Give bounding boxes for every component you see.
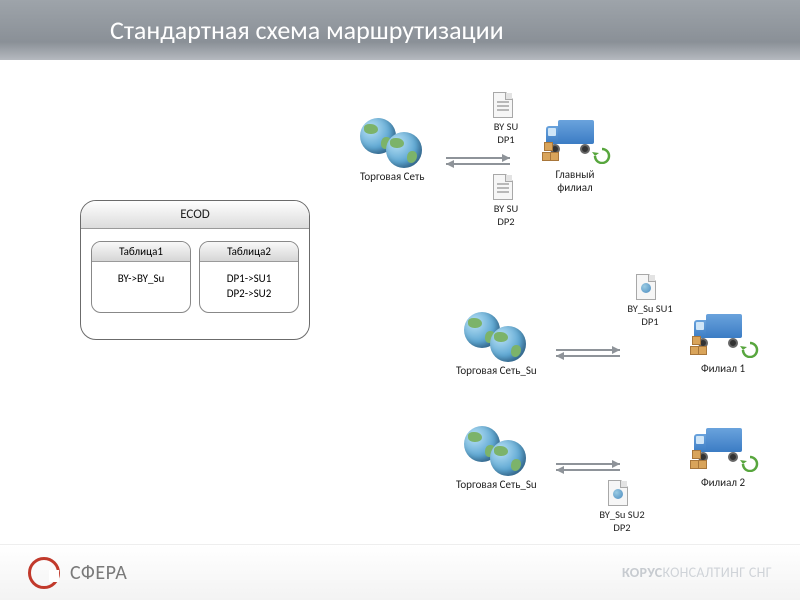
node-label: Главный филиал — [540, 168, 610, 194]
truck-icon — [688, 426, 758, 474]
node-trade-network-su-1: Торговая Сеть_Su — [456, 312, 537, 377]
truck-icon — [688, 312, 758, 360]
document-icon — [493, 92, 513, 118]
page-title: Стандартная схема маршрутизации — [110, 14, 504, 46]
ecod-table-1-body: BY->BY_Su — [92, 262, 190, 297]
doc-text-2: BY SU DP2 — [486, 202, 526, 228]
ecod-table-1: Таблица1 BY->BY_Su — [91, 241, 191, 313]
truck-icon — [540, 118, 610, 166]
node-branch-2: Филиал 2 — [688, 426, 758, 489]
doc-text-1: BY SU DP1 — [486, 120, 526, 146]
globe-icon — [464, 312, 528, 362]
double-arrow-icon — [438, 152, 518, 170]
node-label: Торговая Сеть_Su — [456, 478, 537, 491]
ecod-table-2-head: Таблица2 — [200, 242, 298, 262]
ecod-container: ECOD Таблица1 BY->BY_Su Таблица2 DP1->SU… — [80, 200, 310, 340]
node-label: Торговая Сеть — [360, 170, 424, 183]
ecod-title: ECOD — [81, 201, 309, 229]
document-globe-icon — [608, 480, 628, 506]
footer: СФЕРА КОРУСКОНСАЛТИНГ СНГ — [0, 544, 800, 600]
globe-icon — [464, 426, 528, 476]
brand-left: СФЕРА — [28, 557, 127, 589]
document-icon — [493, 174, 513, 200]
ecod-table-2: Таблица2 DP1->SU1 DP2->SU2 — [199, 241, 299, 313]
korus-company-text: КОРУСКОНСАЛТИНГ СНГ — [622, 564, 772, 581]
ecod-table-2-body: DP1->SU1 DP2->SU2 — [200, 262, 298, 312]
korus-bold: КОРУС — [622, 564, 663, 581]
ecod-tables: Таблица1 BY->BY_Su Таблица2 DP1->SU1 DP2… — [81, 229, 309, 325]
header: Стандартная схема маршрутизации — [0, 0, 800, 60]
sfera-logo-icon — [28, 557, 60, 589]
korus-rest: КОНСАЛТИНГ СНГ — [663, 564, 772, 581]
node-trade-network-su-2: Торговая Сеть_Su — [456, 426, 537, 491]
ecod-table-1-head: Таблица1 — [92, 242, 190, 262]
double-arrow-icon — [548, 344, 628, 362]
node-branch-1: Филиал 1 — [688, 312, 758, 375]
node-label: Филиал 1 — [688, 362, 758, 375]
node-label: Филиал 2 — [688, 476, 758, 489]
node-main-branch: Главный филиал — [540, 118, 610, 194]
double-arrow-icon — [548, 458, 628, 476]
globe-icon — [360, 118, 424, 168]
document-globe-icon — [636, 274, 656, 300]
sfera-brand-text: СФЕРА — [70, 561, 127, 585]
node-trade-network-1: Торговая Сеть — [360, 118, 424, 183]
doc-text-4: BY_Su SU2 DP2 — [598, 508, 646, 534]
node-label: Торговая Сеть_Su — [456, 364, 537, 377]
doc-text-3: BY_Su SU1 DP1 — [626, 302, 674, 328]
